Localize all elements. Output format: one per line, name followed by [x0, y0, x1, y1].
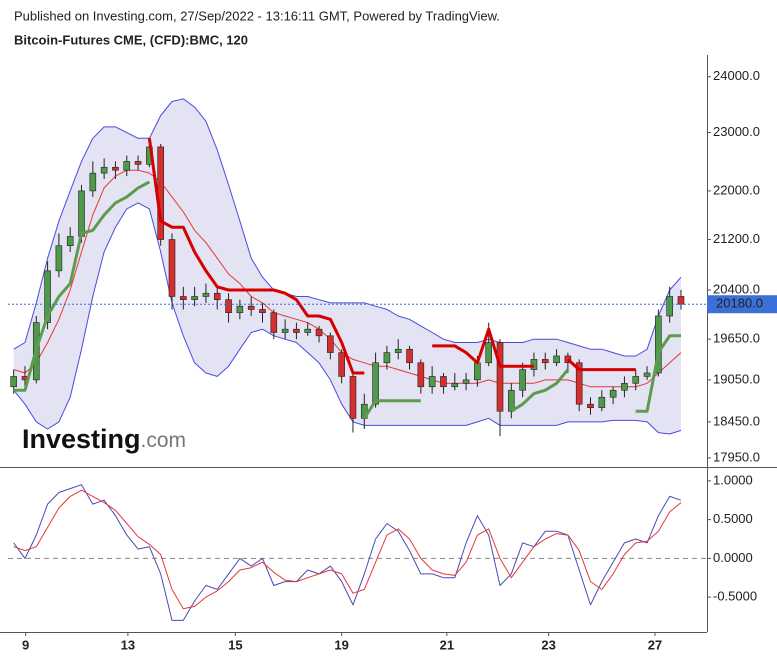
- y-tick-label: 21200.0: [713, 231, 760, 246]
- candle-body: [100, 166, 108, 174]
- y-tick-label: 22000.0: [713, 182, 760, 197]
- candle-body: [440, 376, 447, 388]
- x-tick-label: 13: [121, 637, 135, 652]
- band-fill: [13, 98, 681, 435]
- x-tick-label: 9: [22, 637, 29, 652]
- x-tick-label: 21: [440, 637, 454, 652]
- candle-body: [247, 305, 255, 310]
- candle-body: [553, 355, 560, 364]
- candle-body: [180, 296, 187, 300]
- candle-body: [508, 389, 515, 412]
- candle-body: [315, 328, 323, 337]
- y-tick-label: 0.5000: [713, 511, 753, 526]
- y-tick-label: 20400.0: [713, 281, 760, 296]
- y-tick-label: 19650.0: [713, 331, 760, 346]
- line-series: [13, 489, 682, 610]
- candle-body: [451, 383, 459, 388]
- candle-body: [123, 161, 131, 171]
- candle-body: [10, 376, 17, 388]
- candle-body: [225, 299, 232, 314]
- y-tick-label: 24000.0: [713, 68, 760, 83]
- last-price-tag: [707, 295, 777, 314]
- last-price-label: 20180.0: [716, 296, 763, 311]
- candle-body: [44, 270, 51, 323]
- candle-body: [213, 292, 221, 300]
- candle-body: [643, 372, 651, 377]
- candle-body: [89, 172, 97, 192]
- candle-body: [281, 328, 289, 333]
- candle-body: [609, 389, 617, 398]
- candle-body: [157, 146, 164, 240]
- published-note: Published on Investing.com, 27/Sep/2022 …: [14, 8, 500, 23]
- candle-body: [372, 362, 379, 405]
- candle-body: [112, 166, 119, 171]
- y-tick-label: 17950.0: [713, 449, 760, 464]
- candle-body: [259, 309, 266, 314]
- candle-body: [621, 383, 628, 391]
- candle-body: [327, 335, 334, 353]
- candle-body: [383, 352, 391, 364]
- watermark-suffix: .com: [141, 429, 187, 452]
- candle-body: [406, 348, 413, 364]
- candle-body: [485, 342, 493, 364]
- candle-body: [462, 379, 470, 384]
- candle-body: [394, 348, 402, 353]
- candle-body: [191, 296, 198, 300]
- line-series: [363, 399, 421, 420]
- candle-body: [564, 355, 572, 364]
- candle-body: [338, 352, 345, 377]
- y-tick-label: 19050.0: [713, 371, 760, 386]
- candle-body: [55, 245, 63, 272]
- candle-body: [655, 315, 662, 374]
- candle-body: [541, 359, 549, 364]
- line-series: [13, 98, 682, 357]
- candle-body: [134, 161, 142, 165]
- watermark-brand: Investing: [22, 424, 141, 454]
- candle-body: [304, 328, 312, 333]
- symbol-title: Bitcoin-Futures CME, (CFD):BMC, 120: [14, 32, 248, 47]
- candle-body: [78, 190, 85, 237]
- line-series: [635, 334, 681, 413]
- line-series: [13, 180, 151, 392]
- candle-body: [66, 236, 74, 247]
- candle-body: [293, 328, 300, 333]
- x-tick-label: 23: [541, 637, 555, 652]
- candle-body: [428, 376, 436, 388]
- y-tick-label: 18450.0: [713, 413, 760, 428]
- line-series: [147, 138, 365, 375]
- y-tick-label: -0.5000: [713, 589, 757, 604]
- line-series: [13, 484, 682, 621]
- watermark: Investing.com: [22, 424, 186, 454]
- line-series: [432, 327, 534, 368]
- candle-body: [349, 376, 357, 419]
- candle-body: [632, 376, 640, 384]
- candle-body: [474, 362, 481, 381]
- y-tick-label: 0.0000: [713, 550, 753, 565]
- candle-body: [598, 396, 606, 409]
- candle-body: [519, 369, 526, 391]
- candle-body: [677, 296, 685, 305]
- x-tick-label: 19: [334, 637, 348, 652]
- line-series: [13, 202, 682, 435]
- y-tick-label: 23000.0: [713, 124, 760, 139]
- candle-body: [496, 342, 504, 412]
- y-tick-label: 1.0000: [713, 472, 753, 487]
- line-series: [566, 358, 636, 372]
- candle-body: [530, 359, 538, 370]
- line-series: [510, 368, 570, 413]
- x-tick-label: 27: [648, 637, 662, 652]
- candle-body: [587, 403, 594, 409]
- x-tick-label: 15: [228, 637, 242, 652]
- candle-body: [168, 239, 176, 297]
- candle-body: [666, 296, 673, 317]
- candle-body: [270, 312, 278, 333]
- candle-body: [417, 362, 425, 388]
- candle-body: [575, 362, 583, 405]
- candle-body: [202, 292, 210, 297]
- candle-body: [236, 305, 244, 314]
